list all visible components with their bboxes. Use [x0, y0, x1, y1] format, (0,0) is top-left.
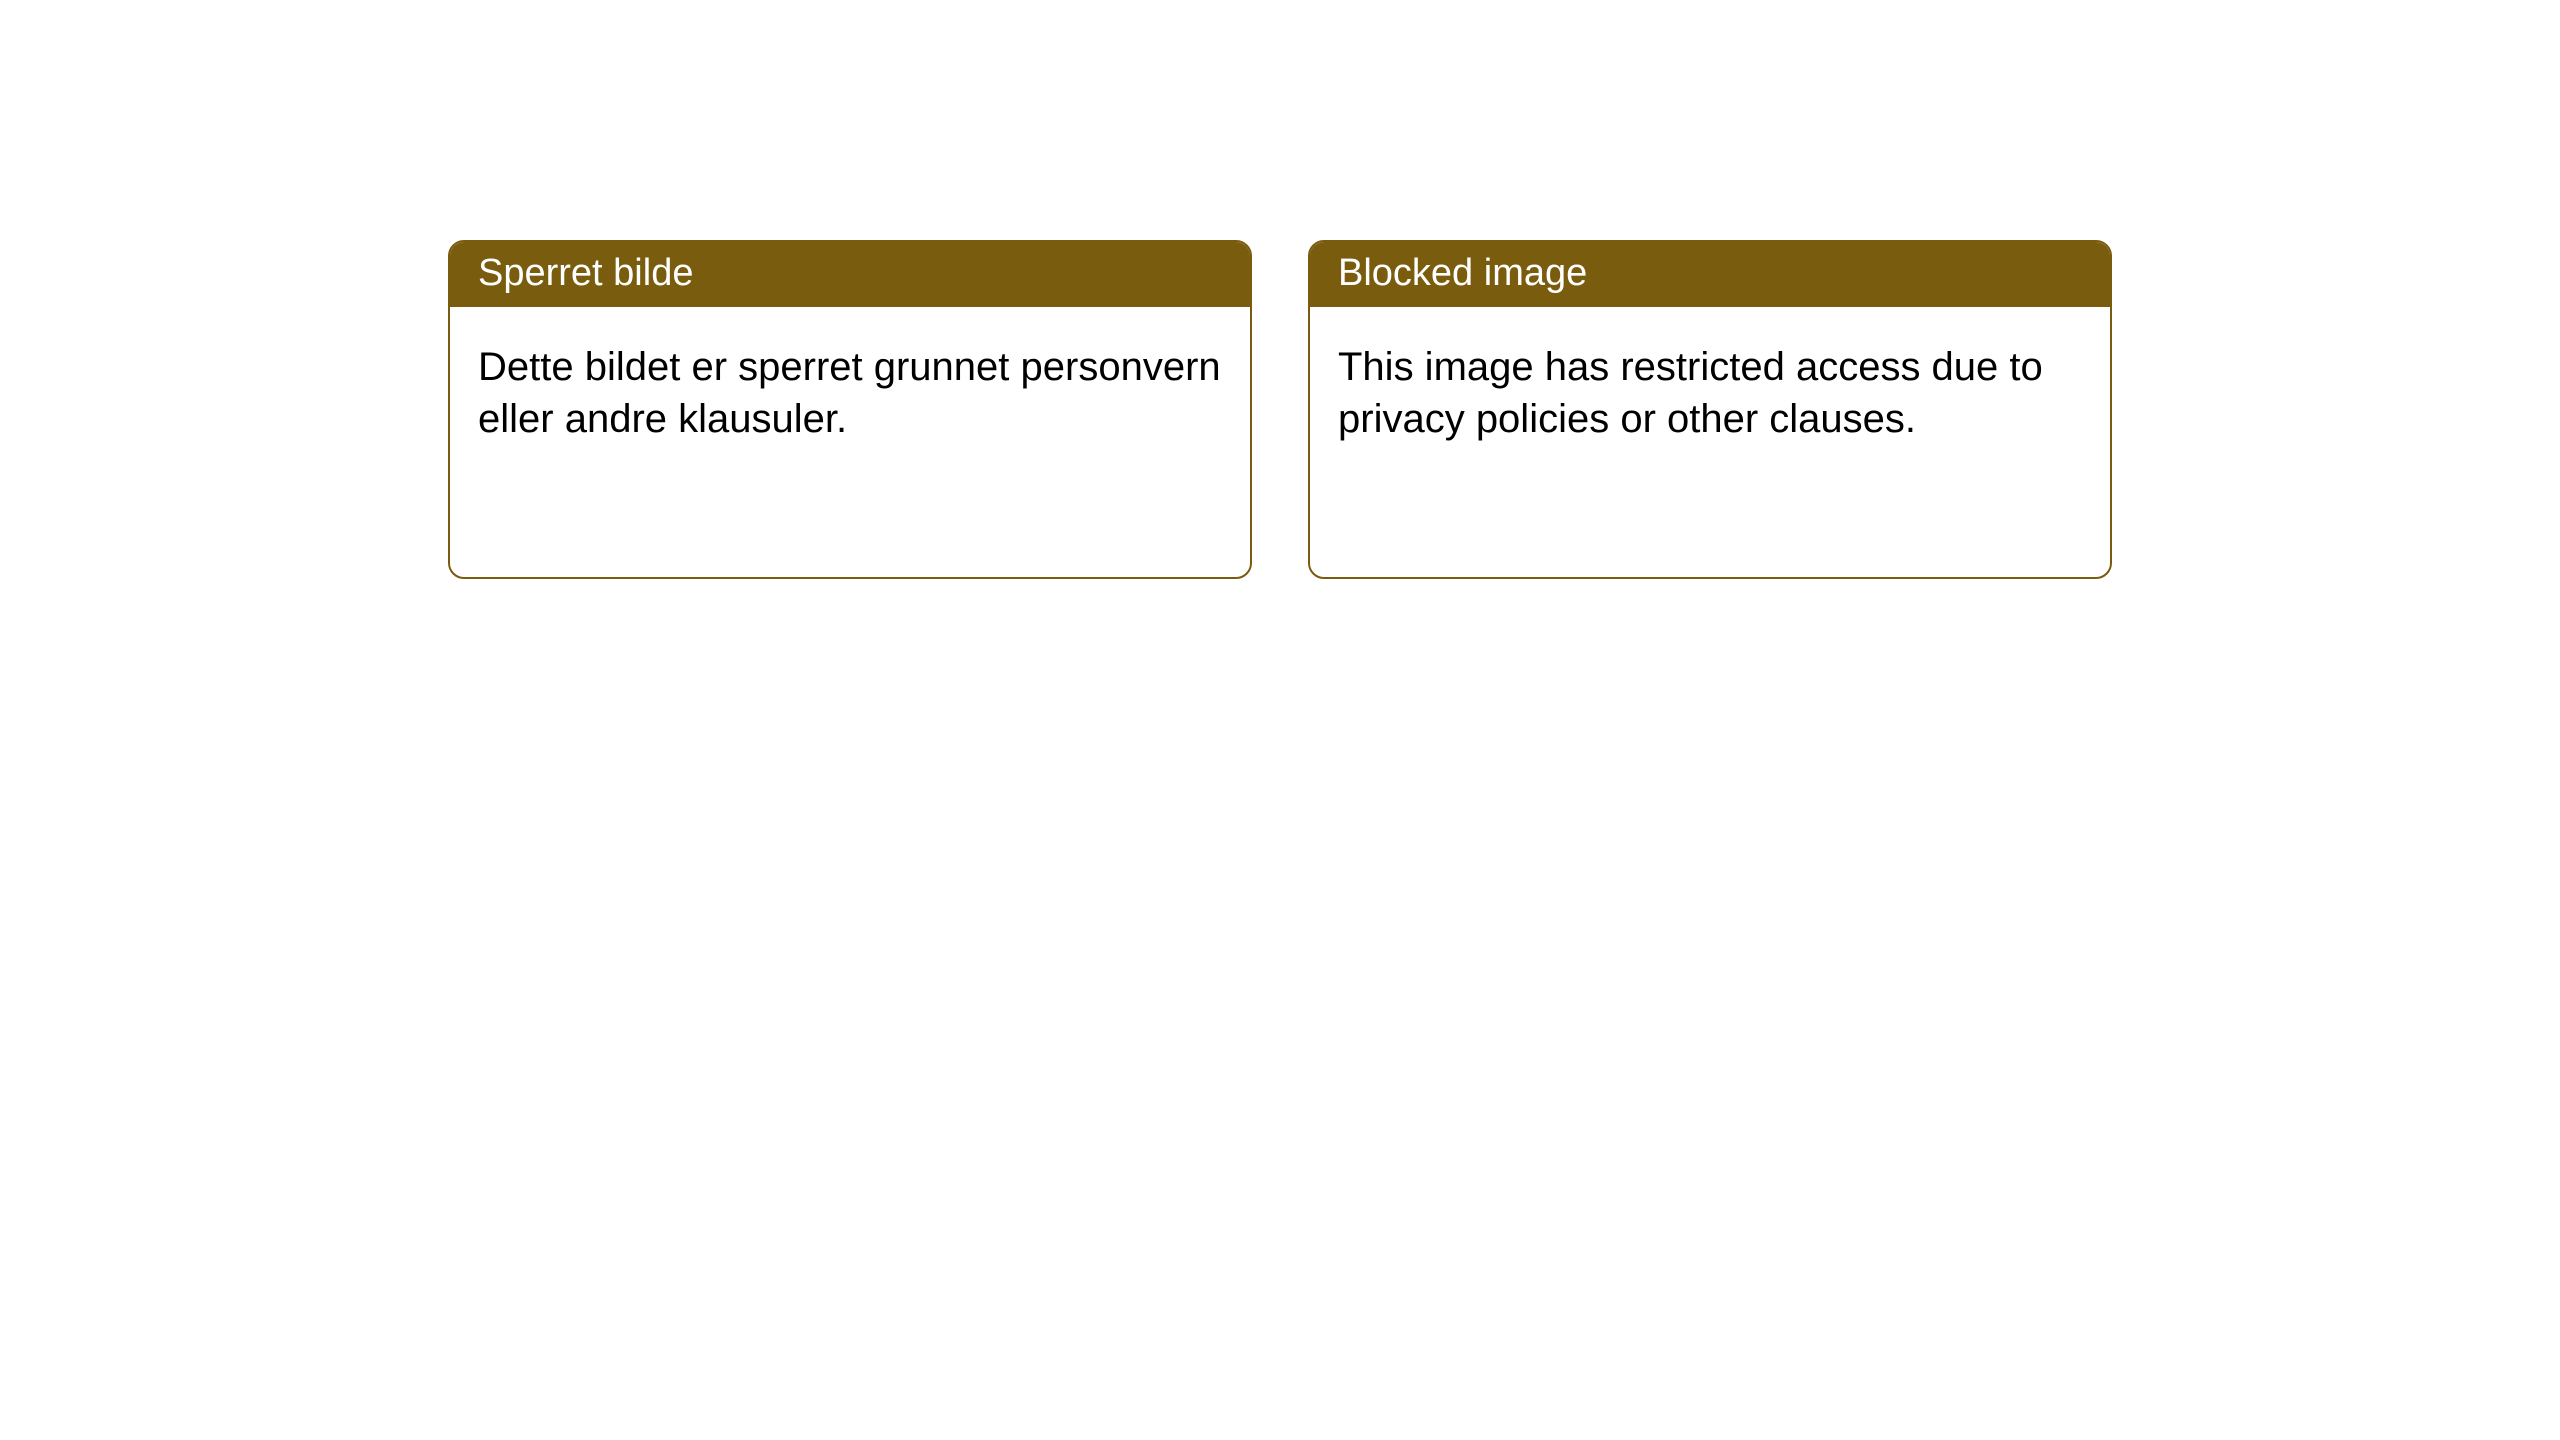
notice-title: Blocked image — [1310, 242, 2110, 307]
notice-container: Sperret bilde Dette bildet er sperret gr… — [0, 0, 2560, 579]
notice-body: Dette bildet er sperret grunnet personve… — [450, 307, 1250, 577]
notice-card-english: Blocked image This image has restricted … — [1308, 240, 2112, 579]
notice-body: This image has restricted access due to … — [1310, 307, 2110, 577]
notice-title: Sperret bilde — [450, 242, 1250, 307]
notice-card-norwegian: Sperret bilde Dette bildet er sperret gr… — [448, 240, 1252, 579]
